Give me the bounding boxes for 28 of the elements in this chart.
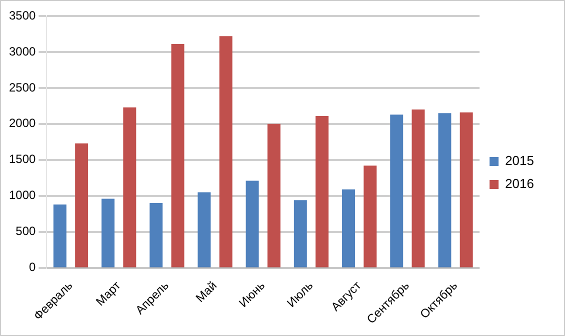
bar <box>246 180 259 268</box>
bar <box>316 116 329 268</box>
bar <box>460 112 473 268</box>
bar <box>102 198 115 268</box>
y-tick-label: 1000 <box>8 188 36 202</box>
y-tick-label: 2500 <box>8 80 36 94</box>
bar <box>294 200 307 268</box>
bar <box>267 124 280 268</box>
y-tick-label: 500 <box>16 224 36 238</box>
y-tick-label: 2000 <box>8 116 36 130</box>
bar <box>364 166 377 268</box>
bar <box>219 36 232 268</box>
legend-label: 2016 <box>505 176 534 192</box>
bar <box>75 143 88 268</box>
y-tick-label: 3500 <box>8 8 36 22</box>
bar <box>390 114 404 268</box>
bar <box>438 113 452 268</box>
bar <box>171 44 184 268</box>
bar <box>198 192 211 268</box>
bar <box>123 107 136 268</box>
y-tick-label: 0 <box>29 260 36 274</box>
bar <box>53 204 66 268</box>
bar <box>412 110 425 268</box>
bar <box>150 203 163 268</box>
y-tick-label: 1500 <box>8 152 36 166</box>
y-tick-label: 3000 <box>8 44 36 58</box>
bar <box>342 189 356 268</box>
legend-label: 2015 <box>505 153 534 168</box>
